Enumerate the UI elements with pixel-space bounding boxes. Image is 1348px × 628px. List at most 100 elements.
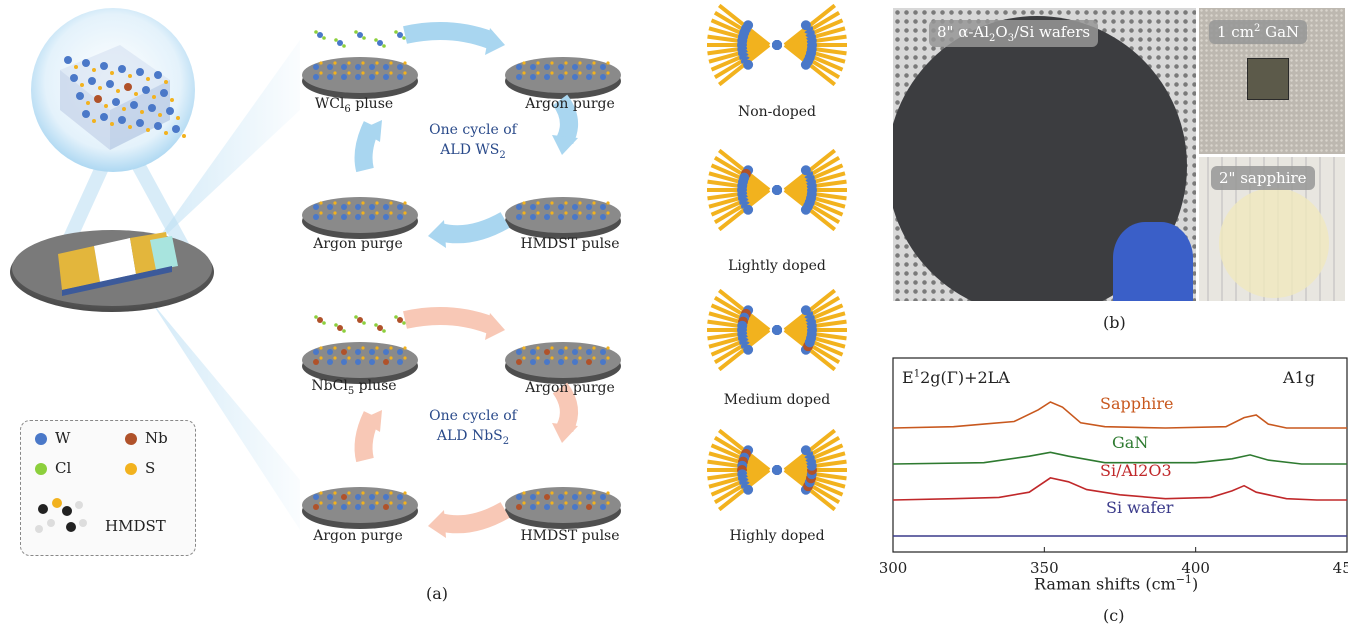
platform-s-atom — [536, 201, 540, 205]
bundle-atom — [743, 344, 754, 355]
precursor-atom — [377, 325, 383, 331]
bubble-s-atom — [80, 83, 84, 87]
platform-s-atom — [375, 356, 379, 360]
cycle-platform — [302, 30, 418, 99]
ws2-step-3-label: HMDST pulse — [520, 236, 620, 252]
platform-atom — [516, 494, 522, 500]
device-electrodes — [58, 232, 178, 296]
cycle-platform — [505, 342, 621, 384]
platform-s-atom — [522, 491, 526, 495]
platform-atom — [383, 504, 389, 510]
platform-atom — [530, 349, 536, 355]
platform-s-atom — [319, 211, 323, 215]
platform-s-atom — [536, 356, 540, 360]
bubble-s-atom — [122, 107, 126, 111]
platform-s-atom — [592, 491, 596, 495]
bubble-atom — [160, 89, 168, 97]
bundle-atom — [743, 484, 754, 495]
wafer-photo: 8" α-Al2O3/Si wafers 1 cm2 GaN 2" sapphi… — [893, 8, 1345, 301]
legend-hmdst: HMDST — [105, 517, 166, 535]
platform-s-atom — [361, 501, 365, 505]
platform-s-atom — [578, 211, 582, 215]
platform-atom — [558, 214, 564, 220]
platform-s-atom — [606, 211, 610, 215]
precursor-cl-atom — [402, 36, 406, 40]
bubble-atom — [166, 107, 174, 115]
platform-atom — [544, 359, 550, 365]
platform-atom — [341, 64, 347, 70]
platform-atom — [313, 204, 319, 210]
platform-atom — [544, 214, 550, 220]
divider-b-h — [1199, 154, 1345, 157]
ws2-cycle-center: One cycle of ALD WS2 — [429, 122, 517, 161]
platform-s-atom — [592, 356, 596, 360]
platform-atom — [600, 494, 606, 500]
platform-atom — [558, 504, 564, 510]
tag-8inch-wafer: 8" α-Al2O3/Si wafers — [929, 20, 1099, 47]
platform-s-atom — [564, 491, 568, 495]
bubble-atom — [142, 86, 150, 94]
raman-chart: 300 350 400 450 — [880, 357, 1348, 577]
atom-legend: W Nb Cl S HMDST — [20, 420, 196, 556]
platform-atom — [586, 64, 592, 70]
platform-s-atom — [578, 356, 582, 360]
platform-s-atom — [522, 201, 526, 205]
platform-atom — [341, 359, 347, 365]
bubble-atom — [82, 59, 90, 67]
bubble-s-atom — [134, 92, 138, 96]
platform-s-atom — [564, 71, 568, 75]
x-tick-label: 350 — [1030, 559, 1059, 577]
hmdst-molecule-icon — [35, 498, 87, 533]
platform-s-atom — [319, 71, 323, 75]
platform-s-atom — [578, 501, 582, 505]
bundle-atom — [743, 204, 754, 215]
platform-s-atom — [550, 356, 554, 360]
platform-s-atom — [536, 501, 540, 505]
platform-s-atom — [375, 491, 379, 495]
bubble-atom — [82, 110, 90, 118]
platform-atom — [397, 349, 403, 355]
platform-atom — [572, 74, 578, 80]
bubble-s-atom — [182, 134, 186, 138]
platform-s-atom — [361, 71, 365, 75]
doping-label-3: Highly doped — [729, 528, 825, 544]
legend-w: W — [55, 429, 71, 447]
precursor-cl-atom — [382, 44, 386, 48]
platform-s-atom — [592, 201, 596, 205]
cl-atom-icon — [35, 463, 47, 475]
peak-label-a1g: A1g — [1283, 368, 1315, 387]
platform-atom — [516, 349, 522, 355]
bubble-atom — [136, 68, 144, 76]
platform-s-atom — [389, 356, 393, 360]
platform-atom — [530, 204, 536, 210]
precursor-cl-atom — [342, 329, 346, 333]
platform-s-atom — [319, 491, 323, 495]
precursor-atom — [397, 32, 403, 38]
x-tick-label: 450 — [1333, 559, 1348, 577]
platform-s-atom — [389, 211, 393, 215]
platform-atom — [572, 494, 578, 500]
platform-s-atom — [347, 211, 351, 215]
platform-atom — [516, 74, 522, 80]
platform-s-atom — [578, 491, 582, 495]
platform-atom — [369, 349, 375, 355]
platform-s-atom — [536, 346, 540, 350]
platform-atom — [558, 74, 564, 80]
platform-s-atom — [375, 201, 379, 205]
doping-label-0: Non-doped — [737, 104, 817, 120]
nbs2-cycle-center: One cycle of ALD NbS2 — [429, 408, 517, 447]
platform-atom — [572, 64, 578, 70]
tag-sapphire: 2" sapphire — [1211, 166, 1315, 190]
platform-s-atom — [333, 211, 337, 215]
platform-s-atom — [347, 491, 351, 495]
precursor-cl-atom — [314, 315, 318, 319]
platform-s-atom — [361, 61, 365, 65]
bundle-atom — [772, 465, 782, 475]
platform-atom — [558, 204, 564, 210]
platform-atom — [397, 204, 403, 210]
precursor-atom — [357, 32, 363, 38]
platform-atom — [313, 214, 319, 220]
platform-s-atom — [319, 201, 323, 205]
cycle-platform — [505, 197, 621, 239]
platform-s-atom — [578, 201, 582, 205]
